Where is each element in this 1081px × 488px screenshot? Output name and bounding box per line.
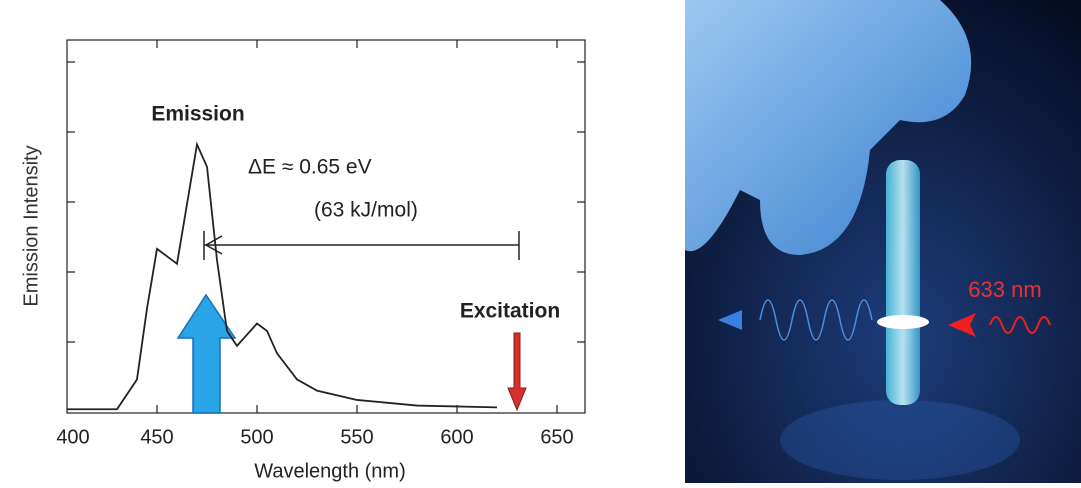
plot-frame — [66, 39, 586, 414]
x-tick-label: 450 — [140, 426, 173, 448]
plot-area: 450 500 550 600 650 — [67, 40, 574, 448]
photo-label: 633 nm — [968, 277, 1041, 302]
x-tick-label: 400 — [56, 426, 89, 448]
y-ticks — [67, 61, 585, 343]
annotation: Excitation — [460, 300, 560, 323]
emission-arrow — [176, 293, 237, 414]
annotation: Emission — [151, 103, 244, 126]
x-tick-label: 650 — [540, 426, 573, 448]
x-tick-label: 600 — [440, 426, 473, 448]
excitation-arrow — [507, 332, 527, 412]
x-axis-label: Wavelength (nm) — [254, 460, 406, 482]
annotation: (63 kJ/mol) — [314, 199, 418, 222]
annotation: ΔE ≈ 0.65 eV — [248, 156, 372, 179]
energy-gap-arrow — [203, 231, 520, 260]
x-tick-label: 550 — [340, 426, 373, 448]
x-tick-label: 500 — [240, 426, 273, 448]
photo: 633 nm — [685, 0, 1081, 483]
emission-line — [67, 141, 498, 411]
y-axis-label: Emission Intensity — [20, 145, 42, 306]
